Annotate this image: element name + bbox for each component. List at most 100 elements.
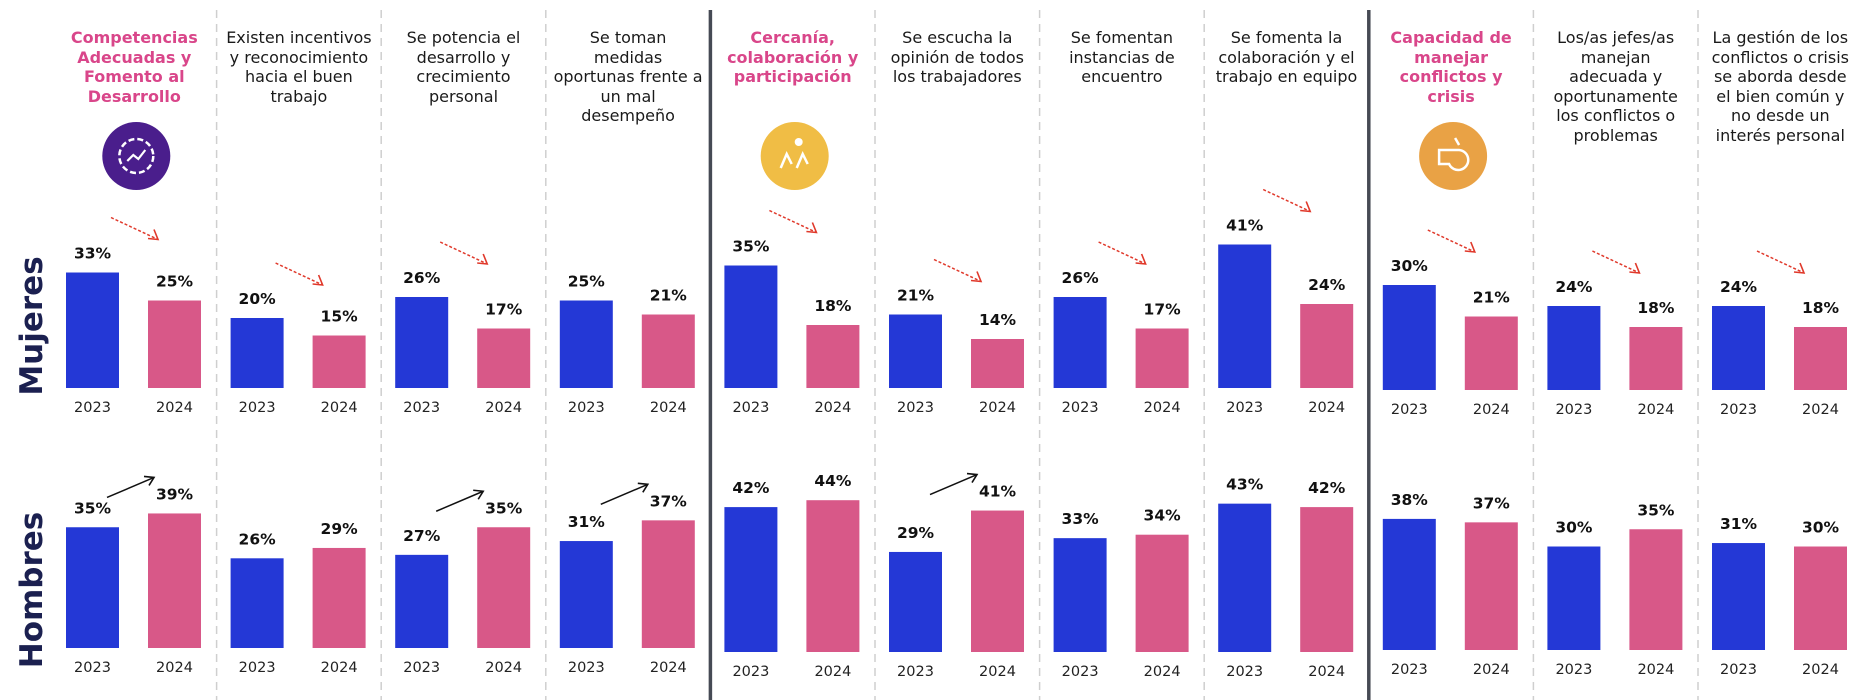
year-label: 2024 — [485, 400, 522, 416]
data-label: 35% — [74, 499, 112, 517]
trend-down-arrow — [1592, 250, 1640, 274]
bar-2024 — [1464, 316, 1518, 390]
data-label: 21% — [897, 287, 935, 305]
bar-2024 — [1629, 327, 1683, 390]
year-label: 2023 — [732, 664, 769, 680]
trend-down-arrow — [1756, 250, 1805, 274]
year-label: 2024 — [979, 400, 1016, 416]
bar-2023 — [1712, 543, 1765, 650]
category-title: Capacidad de manejar conflictos y crisis — [1390, 28, 1512, 106]
bars-layer: 33% 2023 25% 2024 20% 2023 15% 2024 26% 2023 17% 20… — [66, 217, 1847, 680]
trend-down-arrow — [275, 262, 323, 286]
bar-2023 — [889, 551, 942, 652]
year-label: 2023 — [239, 400, 276, 416]
arrow-head — [1793, 262, 1806, 274]
bar-2023 — [1218, 503, 1272, 652]
year-label: 2024 — [1473, 402, 1510, 418]
year-label: 2023 — [1062, 664, 1099, 680]
bar-2023 — [1218, 244, 1272, 388]
trend-up-arrow — [435, 490, 484, 512]
data-label: 17% — [485, 301, 523, 319]
year-label: 2023 — [732, 400, 769, 416]
data-label: 33% — [74, 245, 112, 263]
data-label: 26% — [403, 269, 441, 287]
bar-2024 — [1135, 328, 1189, 388]
data-label: 24% — [1555, 278, 1593, 296]
gear-outline — [118, 137, 155, 175]
bar-2024 — [1794, 327, 1847, 390]
year-label: 2024 — [1144, 664, 1181, 680]
data-label: 26% — [1062, 269, 1100, 287]
year-label: 2023 — [897, 664, 934, 680]
data-label: 37% — [650, 492, 688, 510]
year-label: 2024 — [1144, 400, 1181, 416]
year-label: 2024 — [650, 660, 687, 676]
year-label: 2023 — [1062, 400, 1099, 416]
year-label: 2023 — [1391, 402, 1428, 418]
data-label: 26% — [239, 530, 277, 548]
bar-2023 — [395, 554, 449, 648]
bar-2024 — [1135, 534, 1189, 652]
data-label: 35% — [1637, 501, 1675, 519]
bar-2023 — [1547, 546, 1601, 650]
whistle-icon — [1419, 122, 1488, 190]
trend-up-arrow — [106, 476, 155, 499]
data-label: 25% — [156, 273, 194, 291]
whistle-line — [1454, 137, 1461, 146]
bar-2024 — [1464, 522, 1518, 650]
arrow-head — [970, 271, 983, 283]
year-label: 2024 — [650, 400, 687, 416]
bar-2023 — [230, 318, 284, 388]
arrow-head — [473, 489, 485, 500]
year-label: 2024 — [1308, 664, 1345, 680]
trend-arrows-layer — [106, 188, 1806, 512]
trend-down-arrow — [769, 209, 817, 234]
row-labels: Mujeres Hombres — [14, 256, 50, 668]
gear-growth-icon — [102, 122, 171, 190]
bar-2024 — [971, 510, 1024, 652]
data-label: 39% — [156, 485, 194, 503]
data-label: 35% — [732, 238, 770, 256]
hands-collaboration-icon — [760, 122, 829, 190]
data-label: 18% — [1637, 299, 1675, 317]
data-label: 30% — [1555, 519, 1593, 537]
year-label: 2024 — [156, 400, 193, 416]
row-label: Hombres — [14, 512, 50, 669]
bar-2024 — [1794, 546, 1847, 650]
bar-2023 — [1053, 538, 1107, 652]
year-label: 2023 — [1226, 664, 1263, 680]
trend-down-arrow — [1098, 241, 1146, 265]
bar-2024 — [806, 500, 860, 652]
arrow-head — [966, 472, 979, 483]
arrow-head — [1629, 262, 1641, 274]
trend-down-arrow — [110, 216, 159, 241]
data-label: 38% — [1391, 491, 1429, 509]
year-label: 2024 — [1473, 662, 1510, 678]
note-dot — [794, 138, 803, 146]
bar-2024 — [477, 527, 531, 648]
bar-2023 — [559, 300, 613, 388]
year-label: 2023 — [1391, 662, 1428, 678]
bar-2024 — [148, 300, 201, 388]
bar-2023 — [1712, 306, 1765, 390]
bar-2023 — [230, 558, 284, 648]
data-label: 24% — [1720, 278, 1758, 296]
bar-2024 — [1300, 507, 1354, 652]
year-label: 2023 — [1555, 402, 1592, 418]
data-label: 43% — [1226, 476, 1264, 494]
bar-2023 — [395, 297, 449, 388]
data-label: 18% — [814, 297, 852, 315]
year-label: 2023 — [897, 400, 934, 416]
column-title: Se toman medidas oportunas frente a un m… — [553, 28, 703, 125]
data-label: 21% — [650, 287, 688, 305]
bar-2023 — [66, 272, 119, 388]
column-title: Se escucha la opinión de todos los traba… — [890, 28, 1024, 86]
column-title: Se fomentan instancias de encuentro — [1069, 28, 1175, 86]
data-label: 44% — [814, 472, 852, 490]
year-label: 2023 — [403, 400, 440, 416]
icon-circle — [760, 122, 829, 190]
column-title: Se potencia el desarrollo y crecimiento … — [406, 28, 521, 106]
bar-2024 — [312, 335, 366, 388]
bar-2023 — [1382, 285, 1436, 390]
